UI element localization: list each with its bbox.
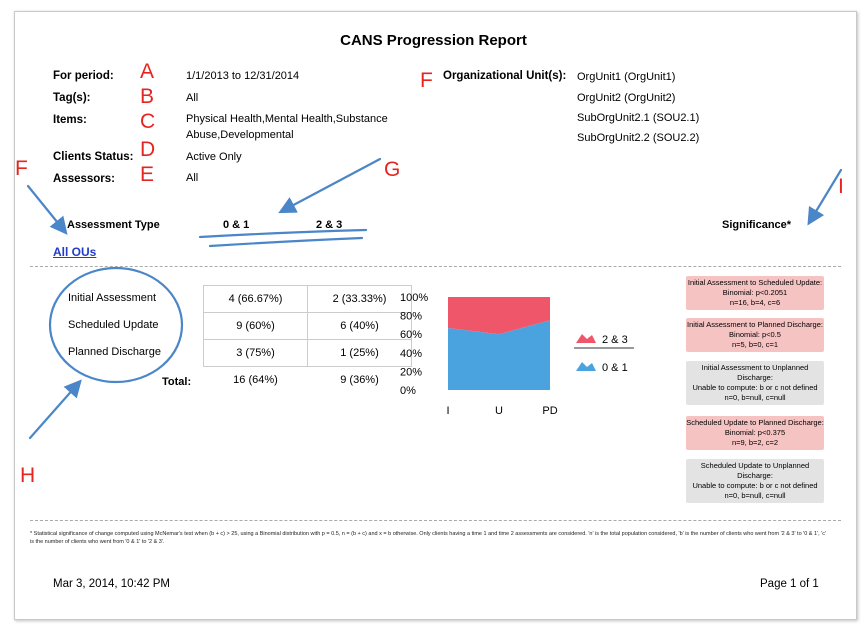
footnote: * Statistical significance of change com… xyxy=(30,531,827,545)
x-tick-label: PD xyxy=(542,405,557,417)
significance-line: Scheduled Update to Unplanned xyxy=(700,461,810,470)
y-tick-label: 60% xyxy=(400,329,422,341)
row-label-initial-assessment: Initial Assessment xyxy=(68,292,157,304)
area-series-0-1 xyxy=(448,320,550,390)
annotation-g: G xyxy=(384,158,401,181)
for-period-value: 1/1/2013 to 12/31/2014 xyxy=(186,70,300,82)
y-tick-label: 40% xyxy=(400,348,422,360)
annotation-d: D xyxy=(140,138,156,161)
significance-line: Binomial: p<0.5 xyxy=(729,330,781,339)
significance-line: Scheduled Update to Planned Discharge: xyxy=(686,418,824,427)
org-unit-2: OrgUnit2 (OrgUnit2) xyxy=(577,92,676,104)
significance-box: Initial Assessment to Unplanned Discharge… xyxy=(686,361,824,405)
table-row-total: 16 (64%) 9 (36%) xyxy=(204,367,412,394)
org-unit-1: OrgUnit1 (OrgUnit1) xyxy=(577,71,676,83)
significance-box: Initial Assessment to Scheduled Update: B… xyxy=(686,276,824,310)
legend-swatch xyxy=(576,334,596,343)
significance-box: Scheduled Update to Unplanned Discharge: U… xyxy=(686,459,824,503)
table-cell: 4 (66.67%) xyxy=(203,285,308,313)
significance-line: Initial Assessment to Scheduled Update: xyxy=(687,278,823,287)
footer-page: Page 1 of 1 xyxy=(760,578,819,590)
x-tick-label: I xyxy=(446,405,449,417)
tags-value: All xyxy=(186,92,199,104)
legend-label: 2 & 3 xyxy=(602,334,628,346)
total-label: Total: xyxy=(162,376,192,388)
x-tick-label: U xyxy=(495,405,503,417)
table-cell: 9 (60%) xyxy=(203,312,308,340)
significance-box: Initial Assessment to Planned Discharge:… xyxy=(686,318,824,352)
significance-line: Initial Assessment to Planned Discharge: xyxy=(687,320,823,329)
y-tick-label: 20% xyxy=(400,366,422,378)
table-cell-total: 9 (36%) xyxy=(340,374,379,386)
all-ous-link[interactable]: All OUs xyxy=(53,245,97,259)
assessors-label: Assessors: xyxy=(53,173,116,185)
assessment-table: 4 (66.67%) 2 (33.33%) 9 (60%) 6 (40%) 3 … xyxy=(203,285,412,393)
legend-label: 0 & 1 xyxy=(602,362,628,374)
items-value-line2: Abuse,Developmental xyxy=(186,129,294,141)
area-chart: 100% 80% 60% 40% 20% 0% I U PD 2 & 3 0 & 1 xyxy=(400,292,634,417)
section-divider-bottom xyxy=(30,520,841,521)
significance-line: n=0, b=null, c=null xyxy=(724,491,786,500)
area-series-2-3 xyxy=(448,297,550,335)
annotation-e: E xyxy=(140,163,155,186)
significance-box: Scheduled Update to Planned Discharge: Bi… xyxy=(686,416,824,450)
clients-status-label: Clients Status: xyxy=(53,151,134,163)
row-label-scheduled-update: Scheduled Update xyxy=(68,319,159,331)
y-tick-label: 100% xyxy=(400,292,428,304)
legend-swatch xyxy=(576,362,596,371)
footer-date: Mar 3, 2014, 10:42 PM xyxy=(53,578,170,590)
y-tick-label: 80% xyxy=(400,311,422,323)
significance-line: n=5, b=0, c=1 xyxy=(731,340,779,349)
assessment-type-header: Assessment Type xyxy=(67,219,160,231)
annotation-h: H xyxy=(20,464,36,487)
section-divider-top xyxy=(30,266,841,267)
for-period-label: For period: xyxy=(53,70,114,82)
assessors-value: All xyxy=(186,172,199,184)
table-cell: 1 (25%) xyxy=(307,339,412,367)
table-cell: 6 (40%) xyxy=(307,312,412,340)
significance-line: n=0, b=null, c=null xyxy=(724,393,786,402)
table-row: 4 (66.67%) 2 (33.33%) xyxy=(203,285,412,313)
significance-header: Significance* xyxy=(722,219,792,231)
significance-line: Unable to compute: b or c not defined xyxy=(692,383,818,392)
annotation-f-left: F xyxy=(15,157,28,180)
annotation-i: I xyxy=(838,175,844,198)
significance-line: Discharge: xyxy=(737,471,773,480)
annotation-f: F xyxy=(420,69,433,92)
org-units-label: Organizational Unit(s): xyxy=(443,70,567,82)
annotation-a: A xyxy=(140,60,155,83)
significance-line: Discharge: xyxy=(737,373,773,382)
significance-line: Binomial: p<0.375 xyxy=(724,428,786,437)
significance-line: Initial Assessment to Unplanned xyxy=(701,363,809,372)
column-header-2-3: 2 & 3 xyxy=(316,219,343,231)
org-unit-4: SubOrgUnit2.2 (SOU2.2) xyxy=(577,132,700,144)
table-row: 9 (60%) 6 (40%) xyxy=(203,312,412,340)
significance-line: Unable to compute: b or c not defined xyxy=(692,481,818,490)
significance-line: n=9, b=2, c=2 xyxy=(731,438,779,447)
significance-line: Binomial: p<0.2051 xyxy=(722,288,788,297)
significance-line: n=16, b=4, c=6 xyxy=(729,298,781,307)
annotation-c: C xyxy=(140,110,156,133)
report-title: CANS Progression Report xyxy=(340,32,527,49)
table-cell: 3 (75%) xyxy=(203,339,308,367)
table-cell-total: 16 (64%) xyxy=(233,374,278,386)
items-label: Items: xyxy=(53,114,87,126)
y-tick-label: 0% xyxy=(400,385,416,397)
org-unit-3: SubOrgUnit2.1 (SOU2.1) xyxy=(577,112,700,124)
annotation-b: B xyxy=(140,85,155,108)
table-row: 3 (75%) 1 (25%) xyxy=(203,339,412,367)
items-value-line1: Physical Health,Mental Health,Substance xyxy=(186,113,388,125)
table-cell: 2 (33.33%) xyxy=(307,285,412,313)
clients-status-value: Active Only xyxy=(186,151,242,163)
tags-label: Tag(s): xyxy=(53,92,91,104)
column-header-0-1: 0 & 1 xyxy=(223,219,250,231)
row-label-planned-discharge: Planned Discharge xyxy=(68,346,161,358)
